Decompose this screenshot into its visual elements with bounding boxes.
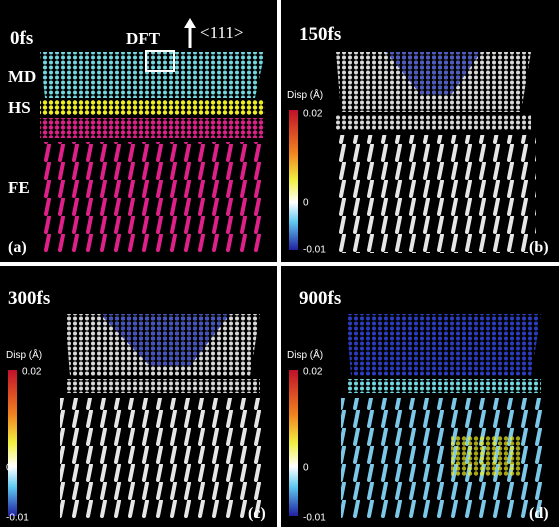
hs-label: HS: [8, 98, 31, 117]
panel-letter: (d): [529, 505, 549, 522]
md-region: [40, 52, 265, 98]
hs-region: [336, 115, 531, 130]
hs-region: [40, 100, 265, 115]
fe-rods: [336, 135, 536, 253]
disp-spots: [451, 436, 521, 476]
colorbar: [8, 370, 17, 516]
hs-region: [346, 379, 541, 393]
time-label: 900fs: [299, 288, 341, 309]
colorbar-tick: -0.01: [303, 513, 326, 524]
dft-label: DFT: [126, 29, 161, 48]
panel-c: 300fs Disp (Å) 0.02 0 -0.01 (c): [0, 266, 277, 527]
panel-letter: (a): [8, 239, 27, 256]
panel-d: 900fs Disp (Å) 0.02 0 -0.01 (d): [281, 266, 559, 527]
colorbar-tick: 0: [303, 198, 309, 209]
direction-label: <111>: [200, 23, 243, 42]
hs-region: [65, 379, 260, 393]
time-label: 300fs: [8, 288, 50, 309]
fe-label: FE: [8, 178, 30, 197]
colorbar-title: Disp (Å): [287, 88, 323, 101]
colorbar-tick: 0: [303, 463, 309, 474]
colorbar: [289, 110, 298, 250]
colorbar-title: Disp (Å): [287, 348, 323, 361]
fe-rods: [40, 142, 265, 252]
panel-b: 150fs Disp (Å) 0.02 0 -0.01 (b): [281, 0, 559, 262]
time-label: 0fs: [10, 28, 33, 49]
colorbar-tick: 0.02: [303, 109, 323, 120]
md-label: MD: [8, 67, 36, 86]
fe-rods: [60, 398, 265, 518]
panel-a: 0fs DFT <111> MD HS FE (a): [0, 0, 277, 262]
figure: 0fs DFT <111> MD HS FE (a) 150fs Disp (Å…: [0, 0, 559, 527]
colorbar-tick: 0.02: [22, 367, 42, 378]
colorbar: [289, 370, 298, 516]
colorbar-tick: -0.01: [6, 513, 29, 524]
panel-letter: (b): [529, 239, 549, 256]
colorbar-tick: 0: [6, 463, 12, 474]
disp-region: [346, 314, 541, 376]
fe-layer: [40, 118, 265, 138]
time-label: 150fs: [299, 24, 341, 45]
panel-letter: (c): [248, 505, 266, 522]
colorbar-tick: 0.02: [303, 367, 323, 378]
colorbar-tick: -0.01: [303, 245, 326, 256]
colorbar-title: Disp (Å): [6, 348, 42, 361]
